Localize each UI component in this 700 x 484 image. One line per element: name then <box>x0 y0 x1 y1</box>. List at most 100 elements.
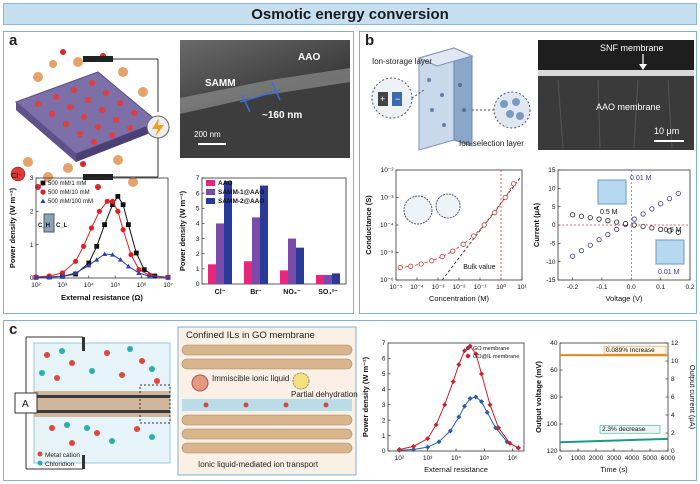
immiscible-line: Immiscible ionic liquid <box>212 374 289 383</box>
c1-point <box>411 446 416 452</box>
a1-point <box>109 198 116 204</box>
c1-ytick-label: 5 <box>382 371 386 378</box>
a2-legend-label: SAMM-1@AAO <box>218 189 264 196</box>
panel-b-conductance-chart: 10⁻⁵ 10⁻⁴ 10⁻³ 10⁻² 10⁻¹ 10⁰ 10¹10⁻⁶10⁻⁵10⁻⁴10… <box>364 167 528 303</box>
c1-xtick-label: 10⁴ <box>451 455 461 462</box>
c1-point <box>442 402 448 408</box>
a2-category-label: Br⁻ <box>250 289 262 296</box>
b2-point <box>666 228 673 234</box>
a1-point <box>120 227 126 233</box>
a1-point <box>88 225 95 231</box>
a2-ytick-label: 7 <box>196 175 200 182</box>
top-electrode <box>83 56 113 62</box>
b1-point <box>439 254 445 260</box>
b2-point <box>605 217 611 224</box>
b2-xtick-label: 0.0 <box>627 284 636 291</box>
panel-b-sem-image: SNF membrane AAO membrane 10 μm <box>538 40 694 150</box>
b2-xlabel: Voltage (V) <box>605 294 643 303</box>
ion-selection-label: Ion-selection layer <box>459 139 524 148</box>
c1-point <box>450 379 456 385</box>
a1-point <box>33 274 39 280</box>
panel-b-iv-chart: -0.2 -0.1 0.0 0.1 0.2 -15 -10 -5 0 5 10 15 Current (… <box>532 167 695 303</box>
b1-point <box>450 248 456 254</box>
c2-ytick-right-label: 12 <box>671 340 679 347</box>
b2-point <box>614 219 620 225</box>
c1-point <box>479 399 484 405</box>
a1-point <box>120 202 126 208</box>
c2-ytick-label: 40 <box>550 340 558 347</box>
a2-ytick-label: 6 <box>196 190 200 197</box>
b1-xtick-label: 10⁻¹ <box>474 284 488 291</box>
b1-ytick-label: 10⁻³ <box>381 195 395 202</box>
b2-point <box>631 222 637 228</box>
b2-point <box>675 229 681 235</box>
a1-point <box>73 258 79 264</box>
c2-ytick-right-label: 4 <box>671 412 675 419</box>
b2-point <box>658 226 664 233</box>
c2-ylabel: Output voltage (mV) <box>534 361 543 433</box>
c1-legend-marker <box>465 353 471 359</box>
b2-ytick-label: 10 <box>548 186 556 193</box>
illustration-bottom-label: Ionic liquid-mediated ion transport <box>198 460 319 469</box>
a1-xtick-label: 10⁶ <box>137 282 147 289</box>
panel-c: c A Metal cation Chloridion Confined ILs… <box>3 320 697 481</box>
a1-ylabel: Power density (W m⁻²) <box>8 187 17 268</box>
b2-point <box>570 253 576 259</box>
a1-point <box>141 267 147 273</box>
a2-bar <box>324 274 332 284</box>
b1-point <box>429 258 435 264</box>
a1-ytick-label: 3 <box>30 175 34 182</box>
a1-point <box>115 193 121 199</box>
a1-ytick-label: 0 <box>30 275 34 282</box>
b2-point <box>649 225 655 231</box>
svg-text:+: + <box>380 94 385 104</box>
a2-bar <box>216 223 224 284</box>
b1-xtick-label: 10⁻⁵ <box>389 284 403 291</box>
c2-xtick-label: 6000 <box>661 455 676 462</box>
c2-annotation-top: 0.089% Increase <box>606 347 655 354</box>
a1-inset-ch: C_H <box>38 223 50 229</box>
c2-ytick-label: 80 <box>550 394 558 401</box>
b1-point <box>481 222 487 228</box>
plot-frame <box>201 177 347 285</box>
label-partial-dehydration: Partial dehydration <box>291 390 358 399</box>
c1-point <box>484 409 490 415</box>
a1-xtick-label: 10⁴ <box>84 282 94 289</box>
c2-annotation-box-top <box>603 345 667 355</box>
figure-title: Osmotic energy conversion <box>251 5 449 23</box>
figure-title-bar: Osmotic energy conversion <box>3 3 697 25</box>
label-immiscible-ionic-liquid: Immiscible ionic liquid <box>212 374 289 383</box>
b2-point <box>578 248 585 254</box>
c1-point <box>467 343 473 349</box>
a1-legend-label: 500 mM/10 mM <box>48 190 90 196</box>
b2-point <box>640 223 646 230</box>
membrane-pores <box>35 80 137 145</box>
c1-ytick-label: 3 <box>382 402 386 409</box>
panel-c-illustration: Confined ILs in GO membrane Immiscible i… <box>177 326 358 476</box>
a1-point <box>165 274 171 280</box>
a1-point <box>46 274 52 279</box>
a2-category-label: NO₃⁻ <box>283 289 301 296</box>
c1-point <box>456 362 462 368</box>
b2-xtick-label: -0.2 <box>567 284 579 291</box>
c1-point <box>479 371 484 377</box>
b1-point <box>397 265 403 271</box>
plot-frame <box>35 177 169 279</box>
a1-inset-cl: C_L <box>56 223 68 229</box>
c1-point <box>473 351 479 357</box>
ion-selection-zoom <box>493 91 531 129</box>
b1-point <box>408 263 414 269</box>
a2-legend-swatch <box>206 198 215 204</box>
b1-ytick-label: 10⁻² <box>381 167 395 174</box>
b1-ytick-label: 10⁻⁵ <box>380 250 394 257</box>
c1-ytick-label: 7 <box>382 340 386 347</box>
sem-label-samm: SAMM <box>205 78 236 89</box>
b2-point <box>649 206 655 212</box>
a1-legend-marker <box>40 180 46 186</box>
b1-point <box>511 181 517 187</box>
anions-lower <box>35 161 101 190</box>
c2-ytick-right-label: 0 <box>671 448 675 455</box>
c1-point <box>496 425 501 431</box>
a1-xlabel: External resistance (Ω) <box>61 293 143 302</box>
